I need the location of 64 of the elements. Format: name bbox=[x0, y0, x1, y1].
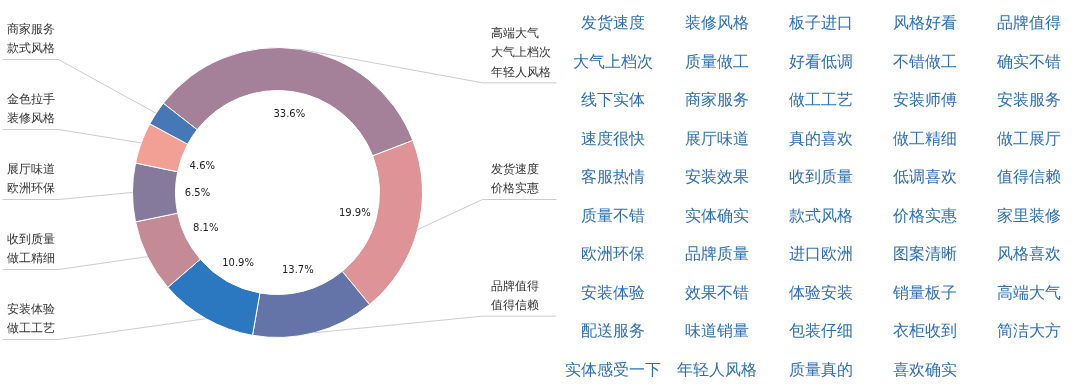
data-label: 4.6% bbox=[189, 159, 216, 171]
text: 实体感受一下 bbox=[564, 359, 661, 379]
text: 味道销量 bbox=[684, 321, 749, 340]
slice-label: 金色拉手装修风格 bbox=[6, 91, 55, 126]
text: 配送服务 bbox=[580, 321, 645, 340]
text: 销量板子 bbox=[891, 282, 957, 302]
text: 做工工艺 bbox=[788, 90, 853, 109]
text: 质量真的 bbox=[788, 359, 853, 379]
data-label: 19.9% bbox=[338, 207, 371, 219]
text: 做工精细 bbox=[892, 128, 957, 148]
text: 安装师傅 bbox=[892, 90, 957, 109]
slice-label: 品牌值得值得信赖 bbox=[490, 278, 539, 313]
text: 风格好看 bbox=[892, 13, 957, 32]
text: 安装体验 bbox=[580, 282, 645, 302]
text: 衣柜收到 bbox=[892, 321, 957, 340]
text: 不错做工 bbox=[892, 51, 957, 71]
text: 喜欢确实 bbox=[892, 359, 957, 379]
text: 确实不错 bbox=[995, 51, 1061, 71]
text: 进口欧洲 bbox=[788, 244, 853, 263]
text: 价格实惠 bbox=[891, 205, 957, 225]
data-label: 33.6% bbox=[273, 107, 306, 119]
text: 欧洲环保 bbox=[580, 244, 645, 263]
data-label: 13.7% bbox=[281, 264, 314, 276]
text: 款式风格 bbox=[788, 205, 853, 225]
text: 简洁大方 bbox=[996, 321, 1061, 340]
text: 板子进口 bbox=[787, 13, 853, 32]
text: 图案清晰 bbox=[892, 244, 957, 263]
text: 高端大气 bbox=[996, 282, 1061, 302]
text: 质量不错 bbox=[580, 205, 645, 225]
slice-label: 发货速度价格实惠 bbox=[489, 161, 539, 196]
text: 效果不错 bbox=[684, 282, 749, 302]
text: 展厅味道 bbox=[684, 128, 749, 148]
text: 装修风格 bbox=[684, 13, 749, 32]
data-label: 8.1% bbox=[193, 222, 219, 234]
text: 包装仔细 bbox=[788, 321, 853, 340]
text: 客服热情 bbox=[580, 167, 645, 186]
slice-label: 安装体验做工工艺 bbox=[6, 301, 55, 336]
text: 做工展厅 bbox=[996, 128, 1061, 148]
text: 值得信赖 bbox=[996, 167, 1061, 186]
text: 收到质量 bbox=[788, 167, 853, 186]
slice-label: 收到质量做工精细 bbox=[6, 231, 55, 266]
data-label: 10.9% bbox=[222, 256, 254, 268]
text: 安装服务 bbox=[996, 90, 1061, 109]
slice-label: 商家服务款式风格 bbox=[6, 21, 55, 56]
text: 大气上档次 bbox=[572, 51, 653, 71]
slice-label: 展厅味道欧洲环保 bbox=[6, 161, 55, 196]
text: 安装效果 bbox=[684, 167, 749, 186]
text: 品牌质量 bbox=[684, 244, 749, 263]
text: 体验安装 bbox=[788, 282, 853, 302]
slice-label: 高端大气大气上档次年轻人风格 bbox=[490, 25, 551, 79]
data-label: 6.5% bbox=[184, 186, 211, 198]
text: 发货速度 bbox=[580, 13, 645, 32]
text: 商家服务 bbox=[684, 90, 749, 109]
text: 好看低调 bbox=[788, 51, 853, 71]
text: 实体确实 bbox=[684, 205, 749, 225]
text: 年轻人风格 bbox=[676, 359, 757, 379]
text: 真的喜欢 bbox=[788, 128, 853, 148]
text: 风格喜欢 bbox=[996, 244, 1061, 263]
text: 家里装修 bbox=[996, 205, 1061, 225]
text: 线下实体 bbox=[580, 90, 645, 109]
text: 质量做工 bbox=[684, 51, 749, 71]
text: 品牌值得 bbox=[996, 13, 1061, 32]
text: 速度很快 bbox=[580, 128, 645, 148]
text: 低调喜欢 bbox=[892, 167, 957, 186]
